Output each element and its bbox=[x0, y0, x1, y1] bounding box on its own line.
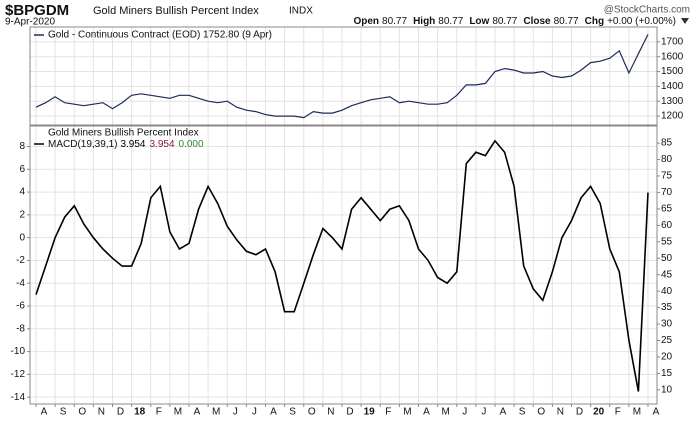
x-tick-label: A bbox=[194, 407, 201, 418]
quote-label: Close bbox=[523, 16, 551, 27]
y-tick-label: 1400 bbox=[661, 81, 684, 92]
quote-value: 80.77 bbox=[554, 16, 579, 27]
legend-name: MACD(19,39,1) bbox=[48, 139, 117, 150]
symbol: $BPGDM bbox=[5, 2, 69, 19]
x-tick-label: D bbox=[117, 407, 124, 418]
plot-area bbox=[30, 126, 657, 404]
x-tick-label: M bbox=[174, 407, 182, 418]
y2-tick-label: 15 bbox=[661, 368, 673, 379]
x-tick-label: J bbox=[252, 407, 257, 418]
x-tick-label: M bbox=[633, 407, 641, 418]
x-tick-label: A bbox=[41, 407, 48, 418]
x-tick-label: F bbox=[615, 407, 621, 418]
y2-tick-label: 40 bbox=[661, 286, 673, 297]
x-tick-label: M bbox=[212, 407, 220, 418]
quote: Open 80.77 High 80.77 Low 80.77 Close 80.77 Chg +… bbox=[353, 16, 676, 27]
x-tick-label: S bbox=[60, 407, 67, 418]
x-tick-label: J bbox=[481, 407, 486, 418]
y2-tick-label: 65 bbox=[661, 204, 673, 215]
readout-value: 3.954 bbox=[150, 139, 175, 150]
quote-value: 80.77 bbox=[492, 16, 517, 27]
y2-tick-label: 75 bbox=[661, 171, 673, 182]
y-tick-label: 1200 bbox=[661, 111, 684, 122]
x-tick-label: J bbox=[462, 407, 467, 418]
y-tick-label: 1300 bbox=[661, 96, 684, 107]
y-tick-label: 4 bbox=[19, 187, 25, 198]
y2-tick-label: 55 bbox=[661, 236, 673, 247]
readout-value: 0.000 bbox=[179, 139, 204, 150]
panel-title: Gold Miners Bullish Percent Index bbox=[48, 128, 199, 139]
quote-label: Chg bbox=[585, 16, 604, 27]
x-tick-label: D bbox=[576, 407, 583, 418]
y2-tick-label: 85 bbox=[661, 138, 673, 149]
y-tick-label: -2 bbox=[16, 255, 25, 266]
y2-tick-label: 50 bbox=[661, 253, 673, 264]
x-tick-label: F bbox=[385, 407, 391, 418]
legend-entry: MACD(19,39,1) 3.954 3.954 0.000 bbox=[48, 139, 204, 150]
x-tick-label: M bbox=[403, 407, 411, 418]
y-tick-label: -12 bbox=[11, 369, 26, 380]
y-tick-label: -10 bbox=[11, 346, 26, 357]
y-tick-label: 1700 bbox=[661, 36, 684, 47]
copyright: @StockCharts.com bbox=[604, 5, 690, 16]
y2-tick-label: 45 bbox=[661, 269, 673, 280]
x-tick-label: J bbox=[233, 407, 238, 418]
x-tick-label: M bbox=[441, 407, 449, 418]
y2-tick-label: 20 bbox=[661, 352, 673, 363]
x-tick-label: N bbox=[557, 407, 564, 418]
x-tick-label: D bbox=[346, 407, 353, 418]
x-tick-label: N bbox=[98, 407, 105, 418]
x-tick-label: O bbox=[308, 407, 316, 418]
y-tick-label: 0 bbox=[19, 232, 25, 243]
x-tick-label: A bbox=[270, 407, 277, 418]
y-tick-label: -4 bbox=[16, 278, 25, 289]
y-tick-label: 6 bbox=[19, 164, 25, 175]
y2-tick-label: 10 bbox=[661, 384, 673, 395]
x-tick-label: A bbox=[653, 407, 660, 418]
data-line bbox=[35, 139, 649, 392]
y2-tick-label: 35 bbox=[661, 302, 673, 313]
exchange: INDX bbox=[289, 6, 313, 17]
quote-value: 80.77 bbox=[382, 16, 407, 27]
y2-tick-label: 80 bbox=[661, 154, 673, 165]
y2-tick-label: 70 bbox=[661, 187, 673, 198]
x-tick-label: 19 bbox=[364, 407, 376, 418]
data-line bbox=[35, 34, 649, 119]
y2-tick-label: 60 bbox=[661, 220, 673, 231]
y2-tick-label: 30 bbox=[661, 319, 673, 330]
plot-border bbox=[29, 125, 658, 405]
quote-value: 80.77 bbox=[438, 16, 463, 27]
x-tick-label: 18 bbox=[134, 407, 146, 418]
index-name: Gold Miners Bullish Percent Index bbox=[93, 5, 259, 17]
x-tick-label: A bbox=[500, 407, 507, 418]
x-tick-label: O bbox=[537, 407, 545, 418]
legend-entry: Gold - Continuous Contract (EOD) 1752.80… bbox=[48, 30, 272, 41]
x-tick-label: F bbox=[156, 407, 162, 418]
x-tick-label: S bbox=[519, 407, 526, 418]
quote-label: High bbox=[413, 16, 435, 27]
quote-label: Open bbox=[353, 16, 379, 27]
x-tick-label: 20 bbox=[593, 407, 605, 418]
y-tick-label: 8 bbox=[19, 141, 25, 152]
quote-label: Low bbox=[469, 16, 489, 27]
y-tick-label: 1600 bbox=[661, 51, 684, 62]
y-tick-label: -14 bbox=[11, 392, 26, 403]
y-tick-label: -8 bbox=[16, 323, 25, 334]
x-tick-label: A bbox=[423, 407, 430, 418]
y-tick-label: 2 bbox=[19, 210, 25, 221]
x-tick-label: N bbox=[327, 407, 334, 418]
dropdown-icon bbox=[681, 18, 689, 24]
y-tick-label: -6 bbox=[16, 301, 25, 312]
y2-tick-label: 25 bbox=[661, 335, 673, 346]
plot-border bbox=[29, 26, 658, 126]
quote-value: +0.00 (+0.00%) bbox=[607, 16, 676, 27]
x-tick-label: O bbox=[78, 407, 86, 418]
date: 9-Apr-2020 bbox=[5, 17, 55, 28]
x-tick-label: S bbox=[289, 407, 296, 418]
readout-value: 3.954 bbox=[120, 139, 145, 150]
y-tick-label: 1500 bbox=[661, 66, 684, 77]
